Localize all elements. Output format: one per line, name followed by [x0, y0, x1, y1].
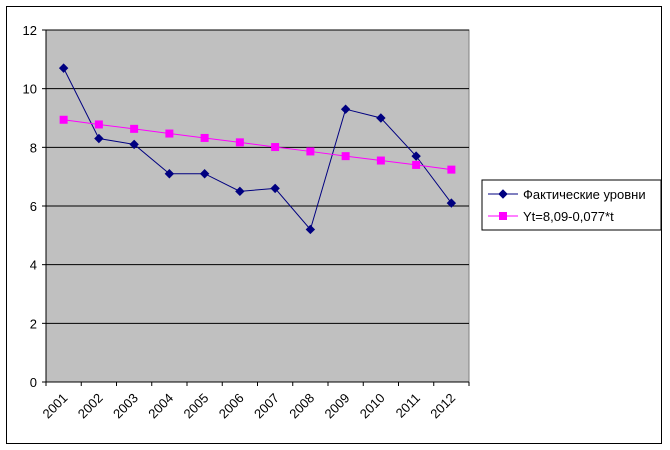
x-tick-label: 2002: [75, 390, 106, 421]
data-point: [447, 165, 456, 174]
series-line: [63, 119, 452, 171]
data-point: [340, 104, 351, 114]
y-tick-label: 0: [30, 375, 37, 390]
gridlines: [46, 29, 469, 324]
data-point: [270, 183, 280, 194]
legend-item: Yt=8,09-0,077*t: [488, 209, 614, 224]
data-point: [94, 133, 104, 144]
data-point: [411, 151, 421, 161]
legend-label: Фактические уровни: [523, 187, 646, 202]
y-tick-labels: 0 2 4 6 8 10 12: [23, 23, 37, 390]
legend: Фактические уровни Yt=8,09-0,077*t: [481, 179, 662, 231]
data-point: [94, 120, 103, 129]
data-point: [199, 169, 210, 179]
x-tick-label: 2006: [216, 390, 247, 421]
x-tick-label: 2007: [251, 390, 282, 421]
data-point: [129, 139, 139, 150]
series-line: [63, 67, 452, 231]
x-tick-label: 2011: [393, 390, 423, 420]
data-point: [271, 143, 280, 152]
x-tick-label: 2009: [321, 390, 352, 421]
x-tick-labels: 2001 2002 2003 2004 2005 2006 2007 2008 2009 2010…: [39, 390, 458, 421]
y-tick-label: 2: [30, 316, 37, 331]
y-tick-label: 12: [23, 23, 37, 38]
axes: [42, 29, 470, 386]
legend-swatch-marker: [499, 212, 507, 220]
legend-swatch-marker: [498, 189, 508, 199]
series-1: [58, 63, 457, 235]
x-tick-label: 2005: [180, 390, 211, 421]
data-point: [59, 115, 68, 124]
chart-frame: 0 2 4 6 8 10 12 2001 2002 2003 2004 2005 2006 2007 20…: [6, 6, 662, 444]
data-point: [376, 113, 386, 123]
data-point: [58, 63, 69, 73]
data-point: [376, 156, 385, 165]
legend-item: Фактические уровни: [488, 187, 646, 202]
x-tick-label: 2001: [39, 390, 70, 421]
y-tick-label: 6: [30, 199, 37, 214]
x-tick-label: 2003: [110, 390, 141, 421]
x-tick-label: 2012: [427, 390, 458, 421]
data-point: [235, 138, 244, 147]
y-tick-label: 8: [30, 140, 37, 155]
x-tick-label: 2004: [145, 390, 176, 421]
x-tick-label: 2010: [357, 390, 388, 421]
x-tick-label: 2008: [286, 390, 317, 421]
y-tick-label: 4: [30, 258, 37, 273]
legend-box: [481, 179, 662, 231]
data-point: [200, 133, 209, 142]
data-point: [305, 224, 316, 235]
data-point: [306, 147, 315, 156]
legend-label: Yt=8,09-0,077*t: [523, 209, 614, 224]
data-point: [412, 160, 421, 169]
data-point: [165, 129, 174, 138]
y-tick-label: 10: [23, 82, 37, 97]
data-point: [341, 152, 350, 161]
data-point: [164, 169, 175, 179]
series-2: [59, 115, 456, 174]
data-point: [446, 198, 457, 208]
data-point: [235, 186, 245, 197]
series: [58, 63, 457, 235]
data-point: [130, 124, 139, 133]
